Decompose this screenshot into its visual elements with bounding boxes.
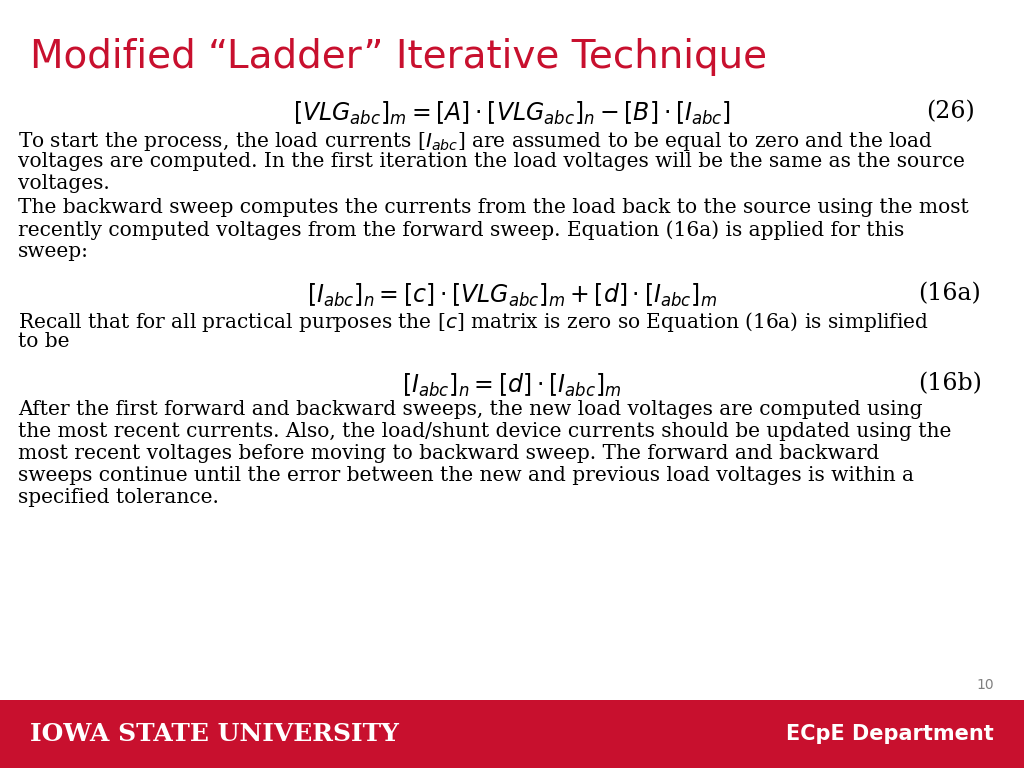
- Text: specified tolerance.: specified tolerance.: [18, 488, 219, 507]
- Text: 10: 10: [976, 678, 994, 692]
- Text: After the first forward and backward sweeps, the new load voltages are computed : After the first forward and backward swe…: [18, 400, 923, 419]
- Text: voltages are computed. In the first iteration the load voltages will be the same: voltages are computed. In the first iter…: [18, 152, 965, 171]
- Text: voltages.: voltages.: [18, 174, 110, 193]
- Text: The backward sweep computes the currents from the load back to the source using : The backward sweep computes the currents…: [18, 198, 969, 217]
- Text: the most recent currents. Also, the load/shunt device currents should be updated: the most recent currents. Also, the load…: [18, 422, 951, 441]
- Text: most recent voltages before moving to backward sweep. The forward and backward: most recent voltages before moving to ba…: [18, 444, 880, 463]
- Text: (26): (26): [926, 100, 975, 123]
- Text: IOWA STATE UNIVERSITY: IOWA STATE UNIVERSITY: [30, 722, 399, 746]
- Text: (16a): (16a): [919, 282, 981, 305]
- Text: (16b): (16b): [919, 372, 982, 395]
- Text: to be: to be: [18, 332, 70, 351]
- Text: To start the process, the load currents [$I_{abc}$] are assumed to be equal to z: To start the process, the load currents …: [18, 130, 933, 153]
- Text: $[VLG_{abc}]_m=[A]\cdot[VLG_{abc}]_n-[B]\cdot[I_{abc}]$: $[VLG_{abc}]_m=[A]\cdot[VLG_{abc}]_n-[B]…: [293, 100, 731, 127]
- Text: ECpE Department: ECpE Department: [786, 724, 994, 744]
- Text: recently computed voltages from the forward sweep. Equation (16a) is applied for: recently computed voltages from the forw…: [18, 220, 904, 240]
- Text: Modified “Ladder” Iterative Technique: Modified “Ladder” Iterative Technique: [30, 38, 767, 76]
- Text: sweep:: sweep:: [18, 242, 89, 261]
- Bar: [0, 700, 1024, 768]
- Text: sweeps continue until the error between the new and previous load voltages is wi: sweeps continue until the error between …: [18, 466, 914, 485]
- Text: $[I_{abc}]_n=[d]\cdot[I_{abc}]_m$: $[I_{abc}]_n=[d]\cdot[I_{abc}]_m$: [402, 372, 622, 399]
- Text: $[I_{abc}]_n=[c]\cdot[VLG_{abc}]_m+[d]\cdot[I_{abc}]_m$: $[I_{abc}]_n=[c]\cdot[VLG_{abc}]_m+[d]\c…: [307, 282, 717, 310]
- Text: Recall that for all practical purposes the [$c$] matrix is zero so Equation (16a: Recall that for all practical purposes t…: [18, 310, 929, 334]
